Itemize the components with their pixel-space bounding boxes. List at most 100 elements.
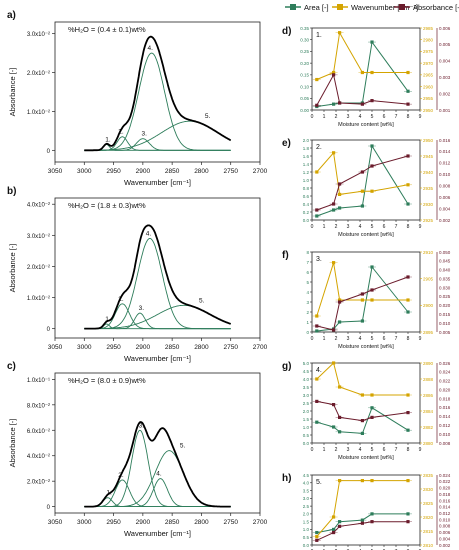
left-tick-label: 5 — [306, 280, 309, 285]
second-right-tick-label: 0.040 — [439, 268, 451, 273]
measured-envelope-line — [84, 35, 232, 152]
plot-frame — [311, 362, 421, 444]
second-right-tick-label: 0.005 — [439, 42, 451, 47]
panel-letter: f) — [282, 250, 289, 261]
legend-absorbance-label: Absorbance [-] — [413, 3, 459, 12]
data-point — [332, 403, 336, 407]
x-tick-label: 3 — [347, 336, 350, 342]
data-point — [338, 101, 342, 105]
data-point — [332, 361, 336, 365]
second-right-tick-label: 0.014 — [439, 505, 451, 510]
x-tick-label: 9 — [419, 447, 422, 453]
data-point — [406, 275, 410, 279]
x-tick-label: 4 — [359, 114, 362, 120]
data-point — [315, 324, 319, 328]
data-point — [338, 524, 342, 528]
x-tick-label: 7 — [395, 447, 398, 453]
data-point — [360, 319, 364, 323]
second-right-tick-label: 0.006 — [439, 26, 451, 31]
second-right-tick-label: 0.002 — [439, 91, 451, 96]
second-right-tick-label: 0.026 — [439, 361, 451, 366]
right-tick-label: 2965 — [423, 73, 434, 78]
y-axis-label: Absorbance [-] — [8, 419, 17, 468]
left-tick-label: 3.5 — [303, 385, 310, 390]
series-line-2 — [316, 262, 408, 317]
x-tick-label: 5 — [371, 336, 374, 342]
data-point — [332, 425, 336, 429]
data-point — [315, 535, 319, 539]
x-tick-label: 1 — [323, 114, 326, 120]
y-tick-label: 2.0x10⁻² — [27, 71, 50, 77]
moisture-panel-d: d) 1. 0 1 2 3 4 5 6 7 8 9 Moisture content [wt%] 0.00… — [282, 26, 451, 128]
data-point — [360, 431, 364, 435]
x-tick-label: 2750 — [223, 344, 238, 351]
left-tick-label: 1.8 — [303, 146, 310, 151]
right-tick-label: 2930 — [423, 202, 434, 207]
x-tick-label: 2 — [335, 336, 338, 342]
x-tick-label: 6 — [383, 224, 386, 230]
data-point — [360, 292, 364, 296]
x-tick-label: 8 — [407, 224, 410, 230]
second-right-tick-label: 0.012 — [439, 161, 451, 166]
series-line-3 — [316, 521, 408, 541]
data-point — [370, 144, 374, 148]
x-tick-label: 1 — [323, 447, 326, 453]
x-tick-label: 3050 — [48, 168, 63, 175]
data-point — [315, 420, 319, 424]
left-tick-label: 1.6 — [303, 154, 310, 159]
left-tick-label: 1.4 — [303, 162, 310, 167]
x-axis-label: Moisture content [wt%] — [338, 344, 394, 350]
x-tick-label: 3000 — [77, 344, 92, 351]
data-point — [360, 419, 364, 423]
data-point — [406, 183, 410, 187]
left-tick-label: 0.30 — [300, 38, 309, 43]
data-point — [370, 520, 374, 524]
peak-label-4: 4. — [146, 230, 152, 237]
left-tick-label: 1.2 — [303, 170, 310, 175]
x-tick-label: 2950 — [106, 519, 121, 526]
second-right-tick-label: 0.003 — [439, 75, 451, 80]
y-tick-label: 8.0x10⁻² — [27, 403, 50, 409]
data-point — [406, 102, 410, 106]
series-line-1 — [316, 40, 409, 107]
x-tick-label: 2950 — [106, 344, 121, 351]
data-point — [406, 202, 410, 206]
y-tick-label: 3.0x10⁻² — [27, 32, 50, 38]
x-tick-label: 2950 — [106, 168, 121, 175]
left-tick-label: 1.5 — [303, 417, 310, 422]
series-line-2 — [316, 151, 409, 195]
x-tick-label: 5 — [371, 447, 374, 453]
right-tick-label: 2895 — [423, 330, 434, 335]
right-tick-label: 2960 — [423, 84, 434, 89]
x-tick-label: 5 — [371, 114, 374, 120]
second-right-tick-label: 0.008 — [439, 441, 451, 446]
y-tick-label: 2.0x10⁻² — [27, 265, 50, 271]
data-point — [406, 393, 410, 397]
data-point — [332, 202, 336, 206]
panel-letter: d) — [282, 26, 291, 37]
second-right-tick-label: 0.020 — [439, 486, 451, 491]
x-tick-label: 2850 — [165, 344, 180, 351]
y-tick-label: 4.0x10⁻² — [27, 454, 50, 460]
data-point — [360, 479, 364, 483]
moisture-panel-f: f) 3. 0 1 2 3 4 5 6 7 8 9 Moisture content [wt%] 0 1 2 3… — [282, 250, 451, 350]
data-point — [406, 298, 410, 302]
data-point — [315, 399, 319, 403]
panel-peak-label: 5. — [316, 479, 322, 486]
data-point — [370, 164, 374, 168]
left-tick-label: 3 — [306, 300, 309, 305]
second-right-tick-label: 0.022 — [439, 379, 451, 384]
right-tick-label: 2980 — [423, 38, 434, 43]
plot-frame — [311, 27, 421, 111]
data-point — [315, 170, 319, 174]
data-point — [360, 518, 364, 522]
data-point — [332, 328, 336, 332]
series-line-3 — [316, 73, 409, 106]
data-point — [370, 99, 374, 103]
right-tick-label: 2890 — [423, 361, 434, 366]
second-right-tick-label: 0.024 — [439, 473, 451, 478]
peak-label-2: 2. — [118, 296, 124, 303]
x-tick-label: 2700 — [253, 519, 268, 526]
x-tick-label: 9 — [419, 224, 422, 230]
x-tick-label: 3050 — [48, 519, 63, 526]
